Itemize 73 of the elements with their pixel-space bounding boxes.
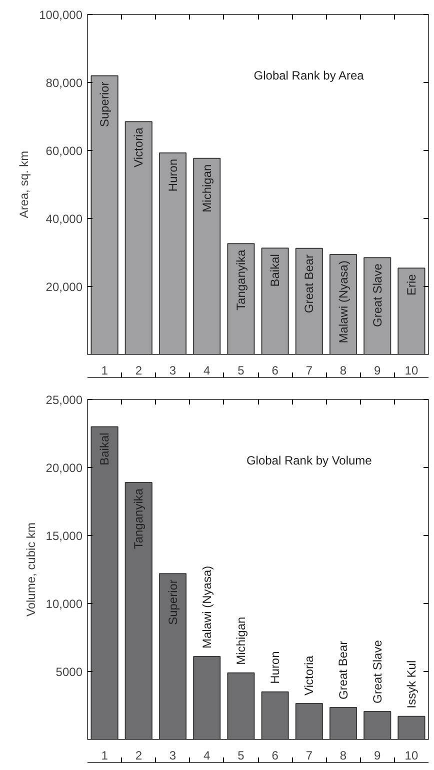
y-tick-label: 20,000 bbox=[46, 461, 83, 475]
x-tick-label: 9 bbox=[374, 364, 382, 378]
x-tick-label: 8 bbox=[340, 364, 347, 378]
x-tick-label: 1 bbox=[101, 748, 108, 762]
bar bbox=[227, 243, 255, 354]
bar bbox=[329, 707, 358, 740]
x-tick-label: 4 bbox=[204, 364, 211, 378]
bar bbox=[124, 121, 152, 354]
x-tick-label: 3 bbox=[169, 748, 176, 762]
data-label: Erie bbox=[404, 274, 418, 296]
data-label: Huron bbox=[268, 651, 282, 684]
data-label: Superior bbox=[98, 82, 112, 128]
data-label: Michigan bbox=[234, 616, 248, 665]
data-label: Victoria bbox=[132, 127, 146, 168]
bar bbox=[193, 158, 221, 354]
y-tick-label: 20,000 bbox=[46, 280, 83, 294]
x-tick-label: 7 bbox=[306, 364, 313, 378]
data-label: Tanganyika bbox=[234, 249, 248, 310]
y-tick-label: 60,000 bbox=[46, 144, 83, 158]
y-axis-title: Area, sq. km bbox=[17, 150, 32, 218]
bar bbox=[295, 702, 323, 740]
bar bbox=[90, 426, 118, 740]
x-tick-label: 10 bbox=[404, 364, 418, 378]
y-tick-label: 25,000 bbox=[46, 393, 83, 407]
x-tick-label: 6 bbox=[272, 748, 279, 762]
x-tick-label: 2 bbox=[135, 748, 142, 762]
bar bbox=[398, 268, 426, 354]
data-label: Malawi (Nyasa) bbox=[336, 260, 350, 344]
x-tick-label: 5 bbox=[238, 748, 245, 762]
y-axis-title: Volume, cubic km bbox=[24, 522, 38, 617]
data-label: Tanganyika bbox=[132, 488, 146, 550]
bar bbox=[124, 482, 152, 740]
y-tick-label: 15,000 bbox=[46, 529, 83, 543]
bar bbox=[261, 248, 289, 354]
data-label: Great Slave bbox=[370, 640, 384, 704]
y-tick-label: 10,000 bbox=[46, 597, 83, 611]
x-tick-label: 5 bbox=[238, 364, 245, 378]
x-tick-label: 8 bbox=[340, 748, 347, 762]
bar bbox=[364, 710, 392, 740]
bar bbox=[227, 672, 255, 740]
bar bbox=[90, 75, 118, 354]
bar bbox=[364, 257, 392, 354]
bar bbox=[295, 248, 323, 354]
x-tick-label: 6 bbox=[272, 364, 279, 378]
y-tick-label: 100,000 bbox=[39, 8, 83, 22]
bar bbox=[158, 152, 187, 354]
data-label: Michigan bbox=[200, 164, 214, 212]
x-tick-label: 7 bbox=[306, 748, 313, 762]
x-tick-label: 4 bbox=[204, 748, 211, 762]
data-label: Issyk Kul bbox=[404, 660, 418, 708]
x-tick-label: 2 bbox=[135, 364, 142, 378]
data-label: Baikal bbox=[268, 254, 282, 287]
x-tick-label: 10 bbox=[404, 748, 418, 762]
data-label: Malawi (Nyasa) bbox=[200, 566, 214, 649]
bar bbox=[261, 691, 289, 740]
bar bbox=[193, 656, 221, 740]
y-tick-label: 5000 bbox=[56, 665, 83, 679]
data-label: Huron bbox=[166, 158, 180, 192]
data-label: Baikal bbox=[98, 432, 112, 466]
bar bbox=[158, 573, 187, 740]
y-tick-label: 80,000 bbox=[46, 76, 83, 90]
data-label: Great Bear bbox=[336, 640, 350, 700]
data-label: Victoria bbox=[302, 655, 316, 696]
data-label: Superior bbox=[166, 580, 180, 625]
y-tick-label: 40,000 bbox=[46, 212, 83, 226]
data-label: Great Slave bbox=[370, 263, 384, 327]
text: Global Rank by Area bbox=[254, 68, 364, 83]
bar bbox=[398, 716, 426, 740]
data-label: Great Bear bbox=[302, 254, 316, 314]
text: Global Rank by Volume bbox=[246, 454, 372, 468]
x-tick-label: 9 bbox=[374, 748, 382, 762]
x-tick-label: 1 bbox=[101, 364, 108, 378]
x-tick-label: 3 bbox=[169, 364, 176, 378]
